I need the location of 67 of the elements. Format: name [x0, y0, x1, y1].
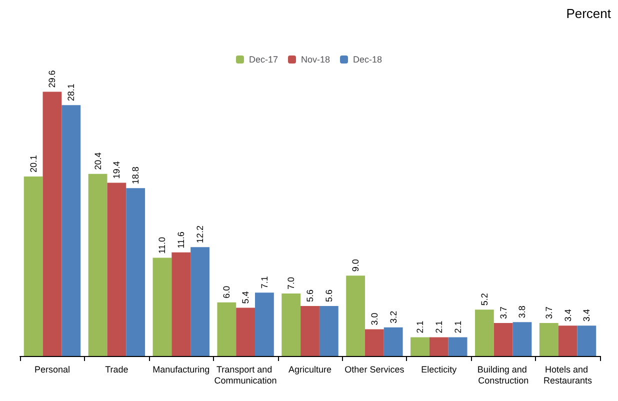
data-label: 20.1: [28, 155, 38, 173]
data-label: 3.0: [369, 312, 380, 326]
x-tick-label: Electicity: [421, 364, 458, 374]
x-tick-label: Personal: [34, 364, 70, 374]
data-label: 18.8: [130, 166, 141, 184]
data-label: 9.0: [350, 259, 361, 272]
data-label: 3.2: [388, 310, 398, 324]
text: Percent: [566, 6, 612, 21]
bar: [346, 276, 365, 356]
data-label: 29.6: [47, 70, 58, 88]
bar: [217, 302, 236, 356]
bar: [364, 329, 384, 356]
data-label: 5.4: [240, 291, 251, 304]
data-label: 5.2: [479, 293, 490, 306]
bar: [42, 92, 62, 356]
x-tick-label: Other Services: [344, 364, 405, 374]
data-label: 11.0: [157, 236, 168, 254]
x-tick-label: Building and Construction: [477, 364, 530, 386]
bar: [384, 327, 403, 356]
data-label: 11.6: [176, 232, 186, 248]
bar: [319, 306, 338, 356]
data-label: 7.1: [259, 276, 270, 289]
bar: [24, 176, 43, 356]
bar: [172, 252, 191, 356]
bar: [474, 310, 494, 356]
data-label: 28.1: [66, 84, 76, 102]
data-label: 2.1: [434, 320, 444, 334]
x-tick-label: Hotels and Restaurants: [544, 364, 593, 386]
data-label: 6.0: [222, 286, 232, 298]
bar: [558, 326, 578, 356]
data-label: 3.8: [517, 306, 528, 318]
data-label: 20.4: [92, 152, 103, 170]
bar: [107, 182, 126, 356]
bar: [494, 322, 513, 356]
data-label: 2.1: [452, 320, 463, 334]
bar: [512, 322, 532, 356]
legend-label: Nov-18: [300, 54, 330, 64]
bar: [282, 294, 301, 356]
data-label: 5.6: [324, 289, 334, 302]
x-tick-label: Agriculture: [288, 364, 332, 374]
bar: [255, 292, 274, 356]
data-label: 3.7: [544, 306, 554, 319]
bar: [300, 306, 320, 356]
data-label: 12.2: [195, 226, 206, 244]
data-label: 3.7: [498, 306, 508, 319]
bar: [236, 308, 256, 356]
data-label: 3.4: [562, 309, 573, 322]
bar: [410, 337, 430, 356]
data-label: 3.4: [582, 309, 592, 322]
x-tick-label: Manufacturing: [152, 364, 210, 374]
bar: [429, 337, 448, 356]
bar: [577, 326, 596, 356]
legend-label: Dec-18: [353, 54, 382, 64]
bar: [190, 247, 210, 356]
bar: [539, 322, 558, 356]
legend-label: Dec-17: [248, 54, 278, 64]
bar: [62, 105, 81, 356]
x-tick-label: Trade: [105, 364, 128, 374]
bar: [152, 258, 172, 356]
data-label: 5.6: [305, 289, 315, 302]
data-label: 7.0: [286, 276, 296, 290]
x-tick-label: Transport and Communication: [214, 364, 277, 386]
bar: [448, 337, 468, 356]
data-label: 19.4: [112, 161, 122, 179]
data-label: 2.1: [414, 320, 425, 334]
bar: [88, 174, 108, 356]
bar: [126, 188, 146, 356]
